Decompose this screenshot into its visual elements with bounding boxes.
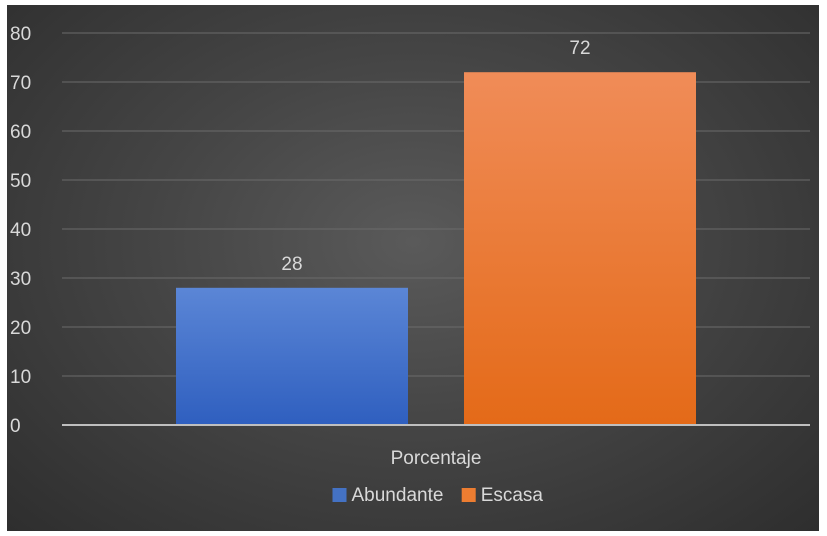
- legend: Abundante Escasa: [332, 485, 544, 506]
- y-axis-ticks: 0 10 20 30 40 50 60 70 80: [10, 24, 31, 437]
- legend-item-escasa: Escasa: [461, 485, 544, 506]
- legend-label: Escasa: [481, 485, 544, 506]
- x-axis-categories: Porcentaje: [391, 448, 482, 469]
- x-category-label: Porcentaje: [391, 448, 482, 469]
- bar-escasa: [464, 72, 696, 425]
- y-tick-label: 10: [10, 367, 31, 388]
- y-tick-label: 40: [10, 220, 31, 241]
- data-label-escasa: 72: [569, 38, 590, 59]
- legend-swatch: [332, 488, 347, 502]
- bar-abundante: [176, 287, 408, 425]
- y-tick-label: 80: [10, 24, 31, 45]
- legend-item-abundante: Abundante: [332, 485, 444, 506]
- y-tick-label: 60: [10, 122, 31, 143]
- data-labels: 28 72: [281, 38, 590, 275]
- legend-label: Abundante: [352, 485, 444, 506]
- data-label-abundante: 28: [281, 254, 302, 275]
- gridlines: [62, 32, 810, 377]
- y-tick-label: 20: [10, 318, 31, 339]
- y-tick-label: 50: [10, 171, 31, 192]
- y-tick-label: 0: [10, 416, 21, 437]
- y-tick-label: 70: [10, 73, 31, 94]
- y-tick-label: 30: [10, 269, 31, 290]
- bars: [176, 72, 696, 425]
- legend-swatch: [461, 488, 476, 502]
